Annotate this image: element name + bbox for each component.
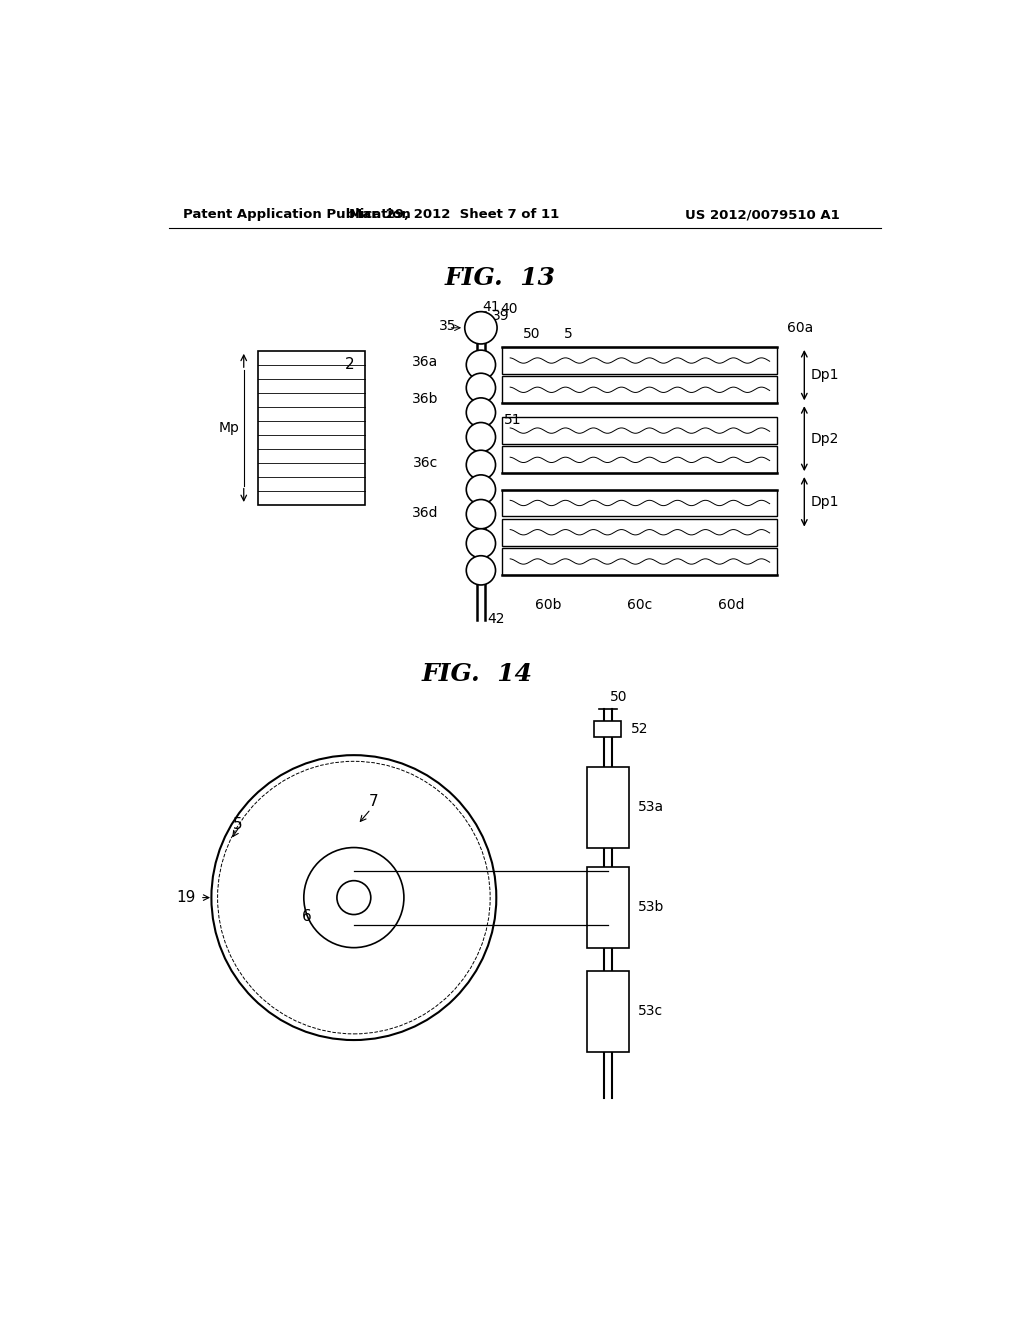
Text: 53a: 53a (638, 800, 665, 814)
Circle shape (466, 422, 496, 451)
Circle shape (337, 880, 371, 915)
Circle shape (304, 847, 403, 948)
Text: Patent Application Publication: Patent Application Publication (183, 209, 411, 222)
Text: 50: 50 (523, 327, 541, 341)
Text: Dp2: Dp2 (810, 432, 839, 446)
Bar (595, 721, 622, 738)
Text: 60c: 60c (628, 598, 652, 612)
Text: Mp: Mp (219, 421, 240, 434)
Bar (503, 446, 777, 474)
Circle shape (466, 529, 496, 558)
Text: US 2012/0079510 A1: US 2012/0079510 A1 (685, 209, 840, 222)
Bar (587, 867, 629, 948)
Text: Dp1: Dp1 (810, 368, 839, 383)
Text: 40: 40 (500, 302, 518, 317)
Bar (503, 519, 777, 545)
Text: 53b: 53b (638, 900, 665, 915)
Text: 42: 42 (487, 612, 505, 626)
Circle shape (465, 312, 497, 345)
Text: 35: 35 (438, 319, 456, 333)
Text: FIG.  14: FIG. 14 (422, 663, 532, 686)
Circle shape (466, 450, 496, 479)
Bar (503, 347, 777, 374)
Bar (503, 417, 777, 444)
Text: 60d: 60d (718, 598, 744, 612)
Text: 2: 2 (345, 358, 355, 372)
Text: 5: 5 (564, 327, 572, 341)
Text: 6: 6 (302, 909, 311, 924)
Text: FIG.  13: FIG. 13 (444, 265, 556, 290)
Text: 39: 39 (492, 309, 509, 323)
Bar (503, 376, 777, 404)
Circle shape (466, 499, 496, 529)
Circle shape (466, 374, 496, 403)
Text: 5: 5 (232, 817, 243, 832)
Text: 60a: 60a (786, 321, 813, 335)
Circle shape (466, 397, 496, 428)
Circle shape (466, 475, 496, 504)
Text: 36c: 36c (414, 455, 438, 470)
Text: 36a: 36a (413, 355, 438, 370)
Text: Mar. 29, 2012  Sheet 7 of 11: Mar. 29, 2012 Sheet 7 of 11 (349, 209, 559, 222)
Text: 41: 41 (482, 300, 500, 314)
Text: 60b: 60b (535, 598, 561, 612)
Text: 36d: 36d (412, 506, 438, 520)
Text: 36b: 36b (412, 392, 438, 405)
Text: Dp1: Dp1 (810, 495, 839, 508)
Bar (258, 351, 366, 506)
Text: 50: 50 (609, 690, 627, 705)
Text: 7: 7 (369, 793, 378, 809)
Bar (503, 548, 777, 576)
Text: 19: 19 (176, 890, 196, 906)
Bar (587, 767, 629, 847)
Text: 53c: 53c (638, 1005, 664, 1018)
Circle shape (211, 755, 497, 1040)
Bar (587, 970, 629, 1052)
Circle shape (466, 556, 496, 585)
Text: 51: 51 (504, 413, 521, 428)
Bar (503, 490, 777, 516)
Text: 52: 52 (631, 722, 648, 737)
Circle shape (466, 350, 496, 379)
